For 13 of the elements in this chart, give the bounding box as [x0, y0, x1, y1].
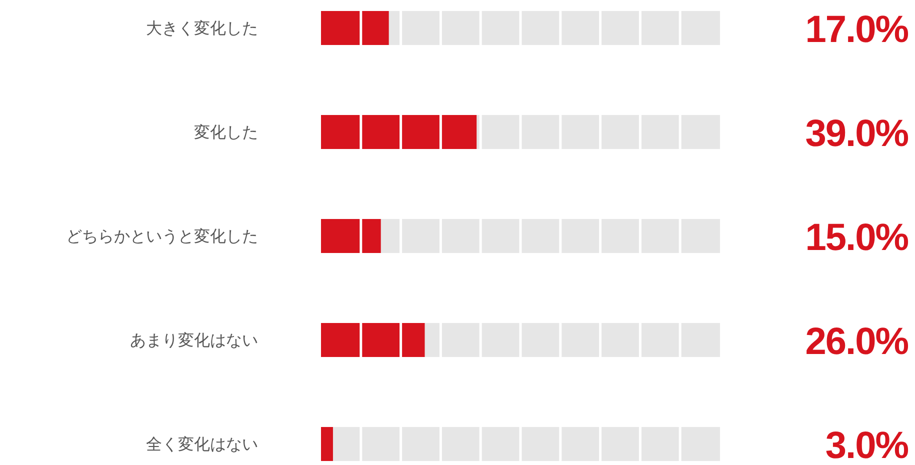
y-tick-label: どちらかというと変化した: [66, 226, 258, 246]
y-tick-label: 大きく変化した: [146, 18, 258, 38]
data-label: 15.0%: [805, 217, 908, 259]
data-label: 3.0%: [825, 425, 908, 465]
y-tick-label: 変化した: [194, 122, 258, 142]
bar: [321, 427, 333, 461]
bar: [321, 11, 389, 45]
data-label: 26.0%: [805, 321, 908, 363]
bar: [321, 219, 381, 253]
data-label: 39.0%: [805, 113, 908, 155]
data-label: 17.0%: [805, 9, 908, 51]
y-tick-label: 全く変化はない: [146, 434, 258, 454]
y-tick-label: あまり変化はない: [130, 330, 258, 350]
